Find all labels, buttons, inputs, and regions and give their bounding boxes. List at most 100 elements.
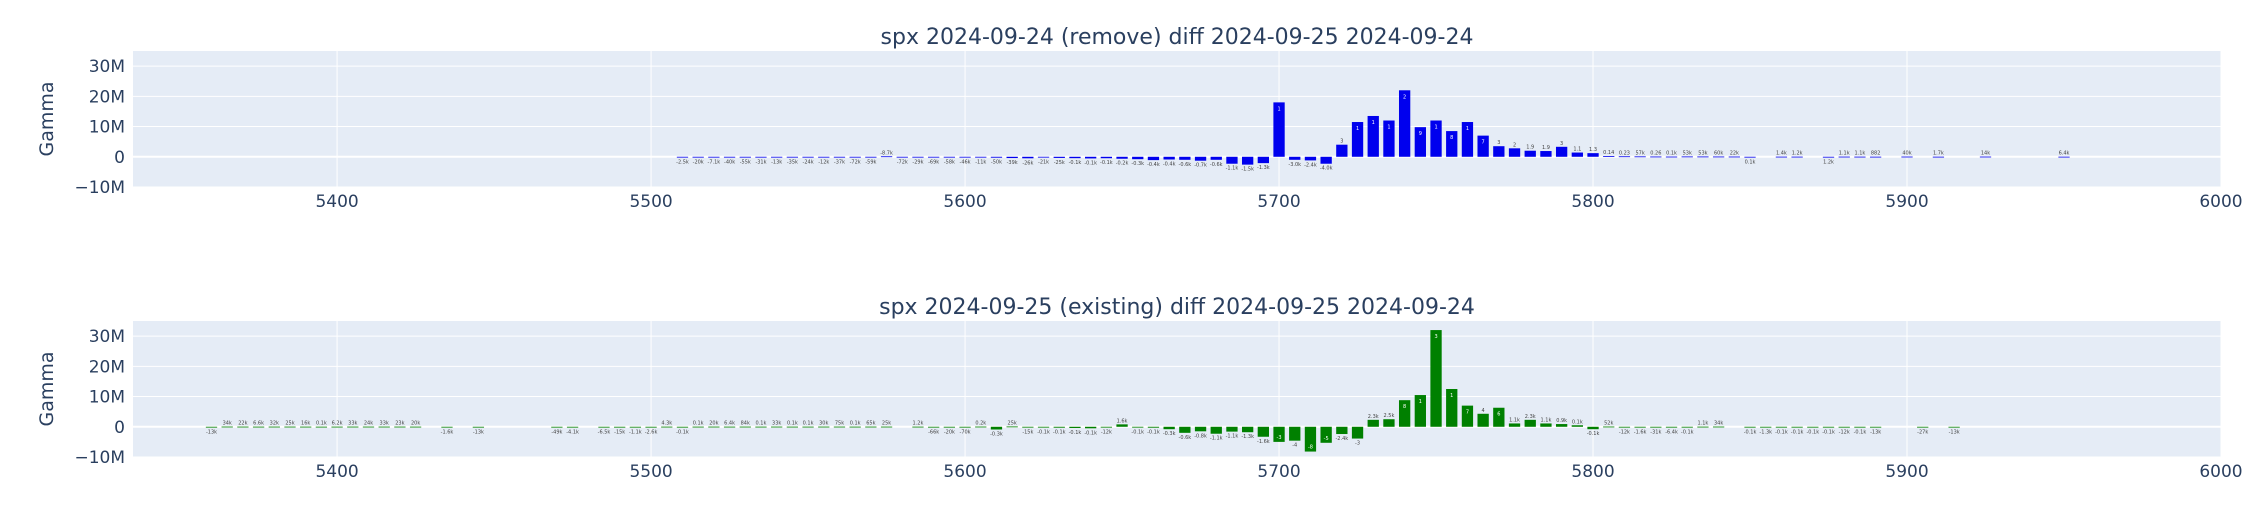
x-ticks-1: 5400 5500 5600 5700 5800 5900 6000 xyxy=(315,192,2242,212)
bar xyxy=(1869,156,1882,158)
bar-data-label: -1.1k xyxy=(629,430,642,436)
plot-area-2 xyxy=(133,321,2221,457)
bar-data-label: 1 xyxy=(1434,125,1437,131)
bar xyxy=(1697,426,1709,428)
bar xyxy=(1854,156,1866,158)
bar-data-label: -0.8k xyxy=(1194,433,1207,439)
bar-data-label: -12k xyxy=(1101,430,1112,436)
bar-data-label: 4.3k xyxy=(661,421,672,427)
bar-data-label: -66k xyxy=(928,430,939,436)
bar-data-label: 6 xyxy=(1497,412,1500,418)
bar-data-label: 2.5k xyxy=(1384,413,1395,419)
bar-data-label: 882 xyxy=(1871,151,1881,157)
bar-data-label: 6.4k xyxy=(2059,151,2070,157)
bar-data-label: 65k xyxy=(866,421,875,427)
bar-data-label: -1.3k xyxy=(1241,434,1254,440)
bar-data-label: 8 xyxy=(1403,404,1406,410)
bar-data-label: -4 xyxy=(1292,443,1297,449)
y-tick-label: 30M xyxy=(89,57,125,77)
bar xyxy=(1634,426,1646,428)
bar xyxy=(692,426,704,428)
bar xyxy=(284,426,296,428)
data-labels-1: -2.5k -20k -7.1k -40k -55k -31k -13k -35k -24k -1… xyxy=(676,94,2069,172)
bar-data-label: -13k xyxy=(771,160,782,166)
bar-data-label: 1.7k xyxy=(1933,151,1944,157)
bar xyxy=(1477,135,1489,157)
bar xyxy=(1712,426,1725,428)
bar xyxy=(943,426,956,428)
bar-data-label: 16k xyxy=(301,421,310,427)
x-tick-label: 5700 xyxy=(1257,192,1300,212)
bar xyxy=(1508,423,1521,427)
x-ticks-2: 5400 5500 5600 5700 5800 5900 6000 xyxy=(315,462,2242,482)
y-tick-label: 0 xyxy=(114,418,125,438)
subplot-remove: -2.5k -20k -7.1k -40k -55k -31k -13k -35k -24k -1… xyxy=(36,25,2243,212)
bar-data-label: 9 xyxy=(1419,131,1422,137)
bar-data-label: 30k xyxy=(819,421,828,427)
bar-data-label: 0.23 xyxy=(1619,150,1630,156)
bar-data-label: 34k xyxy=(223,421,232,427)
subplot-existing: -13k 34k 22k 6.6k 32k 25k 16k 0.1k 6.2k 33k 24k 33k… xyxy=(36,295,2243,482)
bar-data-label: -1.6k xyxy=(1257,439,1270,445)
bar xyxy=(1257,426,1269,437)
bar-data-label: -0.4k xyxy=(1147,162,1160,168)
bar-data-label: 0.2k xyxy=(975,421,986,427)
bar xyxy=(1524,150,1536,157)
bar-data-label: 3 xyxy=(1434,334,1437,340)
bar xyxy=(943,156,956,158)
bar-data-label: -72k xyxy=(850,160,861,166)
bar-data-label: -0.1k xyxy=(1084,160,1097,166)
bar-data-label: 3 xyxy=(1340,139,1343,145)
bar-data-label: -58k xyxy=(944,160,955,166)
bar-data-label: 53k xyxy=(1683,150,1692,156)
bar xyxy=(975,426,987,428)
bar-data-label: 33k xyxy=(772,421,781,427)
y-tick-label: 20M xyxy=(89,87,125,107)
bar-data-label: 2 xyxy=(1513,142,1516,148)
bar-data-label: -0.1k xyxy=(1037,430,1050,436)
bar xyxy=(221,426,233,428)
bar xyxy=(315,426,328,428)
bar xyxy=(818,426,830,428)
bar xyxy=(912,156,924,158)
bar-data-label: 2 xyxy=(1403,94,1406,100)
bar-data-label: -13k xyxy=(206,430,217,436)
bar-data-label: -1.1k xyxy=(1210,436,1223,442)
y-ticks-1: −10M 0 10M 20M 30M xyxy=(74,57,125,198)
bar-data-label: -0.7k xyxy=(1194,163,1207,169)
bar xyxy=(1194,426,1207,432)
bar-data-label: 52k xyxy=(1604,421,1613,427)
bar xyxy=(959,426,971,428)
bar-data-label: 6.6k xyxy=(253,421,264,427)
bar xyxy=(1257,156,1269,164)
bar xyxy=(1540,151,1552,157)
x-tick-label: 5500 xyxy=(629,192,672,212)
bar xyxy=(2058,156,2070,158)
bar xyxy=(1618,156,1631,158)
bar xyxy=(1760,426,1772,428)
bar xyxy=(755,156,767,158)
bar-data-label: -24k xyxy=(803,160,814,166)
bar xyxy=(1681,426,1693,428)
bar xyxy=(1508,148,1521,157)
bar xyxy=(1618,426,1631,428)
bar xyxy=(1100,426,1113,428)
bar xyxy=(1163,156,1175,160)
y-tick-label: 10M xyxy=(89,388,125,408)
bar-data-label: 1.6k xyxy=(1117,418,1128,424)
bar xyxy=(237,426,249,428)
bar-data-label: 7 xyxy=(1466,410,1469,416)
bar xyxy=(1446,389,1458,427)
bar-data-label: -0.1k xyxy=(1744,430,1757,436)
bar-data-label: -35k xyxy=(787,160,798,166)
bars-2 xyxy=(205,330,1960,452)
bar-data-label: -2.6k xyxy=(645,430,658,436)
bar xyxy=(1650,156,1662,158)
bar-data-label: -4.0k xyxy=(1320,166,1333,172)
bar xyxy=(1226,156,1238,164)
bar xyxy=(1351,122,1364,157)
bar xyxy=(1493,407,1505,427)
bar-data-label: -26k xyxy=(1022,160,1033,166)
bar-data-label: -0.1k xyxy=(1069,430,1082,436)
bar-data-label: -0.1k xyxy=(1681,430,1694,436)
